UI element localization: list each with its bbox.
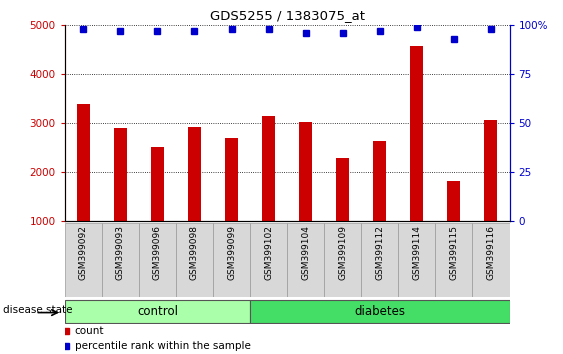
- Text: GSM399096: GSM399096: [153, 225, 162, 280]
- Text: GSM399115: GSM399115: [449, 225, 458, 280]
- Bar: [176, 223, 213, 297]
- Bar: [410, 46, 423, 221]
- Bar: [250, 300, 510, 323]
- Text: percentile rank within the sample: percentile rank within the sample: [75, 341, 251, 351]
- Text: GSM399102: GSM399102: [264, 225, 273, 280]
- Text: GSM399099: GSM399099: [227, 225, 236, 280]
- Text: GSM399092: GSM399092: [79, 225, 88, 280]
- Bar: [485, 120, 498, 221]
- Bar: [262, 116, 275, 221]
- Bar: [299, 121, 312, 221]
- Text: GSM399098: GSM399098: [190, 225, 199, 280]
- Bar: [77, 104, 90, 221]
- Text: diabetes: diabetes: [354, 305, 405, 318]
- Title: GDS5255 / 1383075_at: GDS5255 / 1383075_at: [209, 9, 365, 22]
- Text: GSM399112: GSM399112: [376, 225, 385, 280]
- Bar: [472, 223, 510, 297]
- Bar: [287, 223, 324, 297]
- Bar: [213, 223, 250, 297]
- Bar: [373, 141, 386, 221]
- Text: GSM399109: GSM399109: [338, 225, 347, 280]
- Bar: [435, 223, 472, 297]
- Text: GSM399093: GSM399093: [116, 225, 125, 280]
- Bar: [324, 223, 361, 297]
- Text: GSM399104: GSM399104: [301, 225, 310, 280]
- Text: control: control: [137, 305, 178, 318]
- Bar: [139, 223, 176, 297]
- Bar: [225, 138, 238, 221]
- Bar: [399, 223, 435, 297]
- Bar: [151, 147, 164, 221]
- Text: disease state: disease state: [3, 305, 72, 315]
- Bar: [448, 181, 461, 221]
- Bar: [65, 300, 250, 323]
- Bar: [102, 223, 139, 297]
- Bar: [336, 158, 349, 221]
- Bar: [114, 128, 127, 221]
- Text: count: count: [75, 326, 104, 336]
- Bar: [361, 223, 399, 297]
- Bar: [250, 223, 287, 297]
- Text: GSM399116: GSM399116: [486, 225, 495, 280]
- Text: GSM399114: GSM399114: [412, 225, 421, 280]
- Bar: [188, 127, 201, 221]
- Bar: [65, 223, 102, 297]
